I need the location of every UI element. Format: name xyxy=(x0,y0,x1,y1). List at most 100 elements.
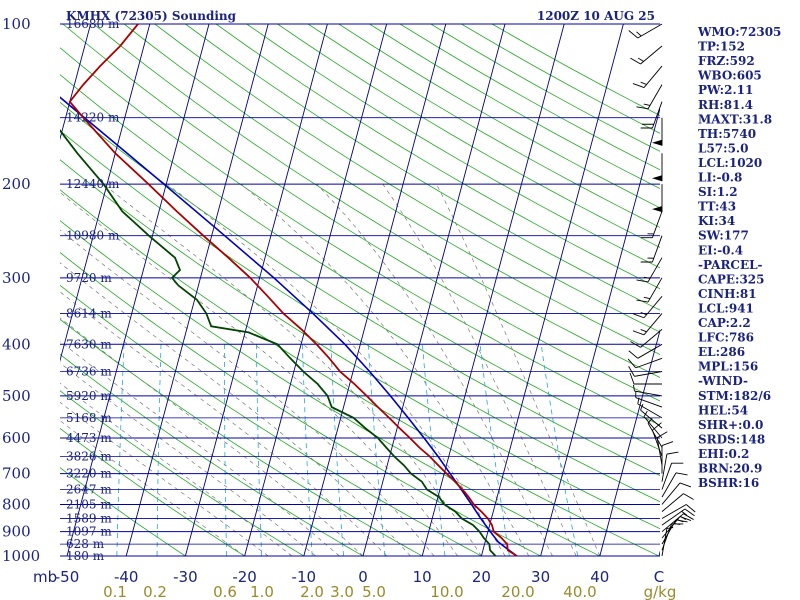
mixing-ratio-label: 3.0 xyxy=(330,583,354,600)
wind-barb-shaft xyxy=(661,508,686,526)
isotherm xyxy=(60,24,151,363)
mixing-ratio-line xyxy=(256,344,262,557)
wind-barb-full-flag xyxy=(630,57,641,65)
wind-barb-shaft xyxy=(640,329,663,348)
wind-barb-full-flag xyxy=(640,127,653,129)
wind-barb xyxy=(661,482,692,505)
wind-barb xyxy=(640,211,663,239)
index-value: BSHR:16 xyxy=(698,476,759,490)
wind-barb-full-flag xyxy=(640,237,653,239)
wind-barb-half-flag xyxy=(673,522,681,526)
index-value: EI:-0.4 xyxy=(698,243,743,257)
isotherm xyxy=(125,24,269,557)
wind-barb xyxy=(652,184,663,213)
wind-barb-full-flag xyxy=(636,279,649,283)
moist-adiabat xyxy=(436,183,601,557)
wind-barb-full-flag xyxy=(632,83,645,88)
wind-barb-shaft xyxy=(643,296,663,319)
wind-barb-full-flag xyxy=(632,313,645,319)
wind-barb xyxy=(661,513,694,533)
index-value: CAPE:325 xyxy=(698,272,765,286)
wind-barb-full-flag xyxy=(630,341,641,348)
index-value: EHI:0.2 xyxy=(698,447,749,461)
station-title: KMHX (72305) Sounding xyxy=(66,9,237,23)
wind-barb-shaft xyxy=(635,357,663,369)
index-value: STM:182/6 xyxy=(698,389,771,403)
wind-barb-full-flag xyxy=(679,482,692,488)
wind-barb-half-flag xyxy=(643,103,651,106)
wind-barb xyxy=(661,462,684,490)
pressure-unit-label: mb xyxy=(33,568,57,586)
wind-barb-shaft xyxy=(637,23,663,39)
wind-barb-shaft xyxy=(661,513,684,533)
wind-barb-shaft xyxy=(637,343,663,359)
sounding-profiles xyxy=(60,24,518,557)
wind-barb-half-flag xyxy=(637,57,644,62)
moist-adiabat xyxy=(60,401,269,557)
moist-adiabat xyxy=(167,183,506,557)
isotherm xyxy=(421,24,565,557)
index-value: PW:2.11 xyxy=(698,83,753,97)
pressure-label: 800 xyxy=(2,495,31,513)
wind-barb-pennant xyxy=(652,206,662,213)
wind-barb xyxy=(652,153,663,182)
dry-adiabat xyxy=(60,353,364,557)
wind-barb-half-flag xyxy=(647,233,654,235)
index-value: SRDS:148 xyxy=(698,432,765,446)
pressure-label: 100 xyxy=(2,15,31,33)
wind-barb-shaft xyxy=(652,430,663,457)
height-label: 10980 m xyxy=(66,229,120,243)
mixing-ratio-label: 10.0 xyxy=(430,583,463,600)
wind-barb xyxy=(633,384,663,397)
index-value: TH:5740 xyxy=(698,127,756,141)
wind-barb-pennant xyxy=(652,175,662,182)
wind-barb-full-flag xyxy=(636,299,649,303)
wind-barb-full-flag xyxy=(636,106,649,110)
wind-barb xyxy=(640,235,663,263)
mixing-ratio-line xyxy=(330,344,344,557)
height-label: 14220 m xyxy=(66,111,120,125)
height-label: 4473 m xyxy=(66,431,112,445)
wind-barb-shaft xyxy=(643,65,663,88)
temperature-tick-label: -20 xyxy=(232,568,257,586)
index-value: TP:152 xyxy=(698,40,745,54)
wind-barb-full-flag xyxy=(661,441,674,447)
pressure-label: 300 xyxy=(2,269,31,287)
wind-barb xyxy=(628,365,663,377)
wind-barb-shaft xyxy=(652,101,663,129)
wind-barb-full-flag xyxy=(675,472,688,476)
height-label: 7630 m xyxy=(66,337,112,351)
mixing-ratio-label: 0.6 xyxy=(213,583,237,600)
wind-barb-shaft xyxy=(640,45,663,65)
isotherm xyxy=(244,24,388,557)
index-value: BRN:20.9 xyxy=(698,462,762,476)
height-label: 1097 m xyxy=(66,525,112,539)
temperature-tick-label: -30 xyxy=(173,568,198,586)
wind-barb xyxy=(628,23,663,39)
mixing-ratio-label: 0.1 xyxy=(103,583,127,600)
wind-barb-half-flag xyxy=(640,329,647,333)
wind-barb-shaft xyxy=(661,463,672,490)
index-value: HEL:54 xyxy=(698,403,748,417)
mixing-ratio-label: 5.0 xyxy=(362,583,386,600)
wind-barb-full-flag xyxy=(666,451,679,455)
height-label: 9720 m xyxy=(66,271,112,285)
temperature-tick-label: 10 xyxy=(413,568,432,586)
index-value: LCL:1020 xyxy=(698,156,762,170)
isotherm xyxy=(540,106,660,557)
height-label: 3826 m xyxy=(66,449,112,463)
height-label: 2647 m xyxy=(66,483,112,497)
wind-barb-shaft xyxy=(647,422,663,448)
wind-barb-shaft xyxy=(643,313,663,336)
temperature-tick-label: -40 xyxy=(114,568,139,586)
height-label: 1589 m xyxy=(66,511,112,525)
wind-barb-shaft xyxy=(635,397,663,408)
moist-adiabat xyxy=(60,382,293,557)
wind-barb xyxy=(632,296,663,319)
stability-indices-panel: WMO:72305TP:152FRZ:592WBO:605PW:2.11RH:8… xyxy=(697,25,781,490)
wind-barb-half-flag xyxy=(640,404,644,411)
index-value: TT:43 xyxy=(698,200,736,214)
wind-barb xyxy=(661,441,674,474)
index-value: -PARCEL- xyxy=(698,258,763,272)
